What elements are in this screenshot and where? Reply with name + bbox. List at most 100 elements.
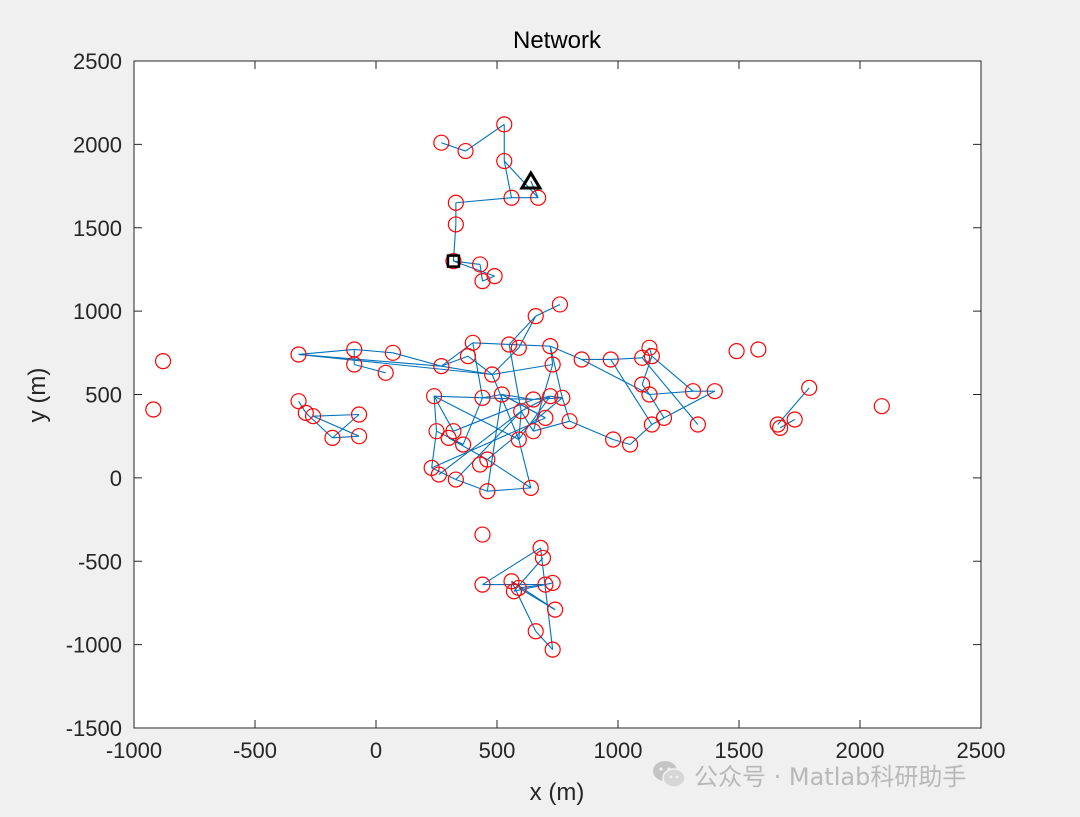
network-node [324, 429, 341, 446]
network-node [423, 459, 440, 476]
network-edge [392, 352, 442, 367]
network-node [474, 273, 491, 290]
network-edge [433, 396, 438, 432]
network-edge [305, 412, 333, 439]
network-node [457, 142, 474, 160]
y-tick-label: 0 [110, 466, 122, 491]
network-node [641, 339, 658, 356]
network-edge [533, 420, 570, 432]
network-node [544, 641, 561, 658]
network-node [154, 353, 172, 370]
network-node [474, 576, 491, 593]
network-node [537, 409, 554, 426]
x-tick-label: 0 [370, 738, 382, 763]
network-edge [486, 397, 563, 460]
network-node [377, 364, 394, 381]
network-edge [535, 630, 554, 651]
y-tick-label: -1500 [66, 716, 122, 741]
network-node [440, 429, 457, 446]
network-node [542, 338, 559, 355]
network-node [641, 386, 658, 403]
network-node [501, 336, 518, 353]
network-edge [651, 417, 665, 425]
network-node [459, 348, 477, 365]
network-edge [491, 347, 520, 375]
network-edge [433, 395, 454, 432]
network-edge [441, 342, 474, 367]
network-edge [518, 395, 551, 440]
network-node [510, 339, 527, 356]
network-node [643, 416, 660, 433]
network-node [532, 539, 549, 557]
network-node [425, 388, 443, 405]
network-edge [455, 197, 512, 204]
network-edge [431, 417, 546, 469]
y-tick-label: 1000 [73, 299, 122, 324]
network-edge [520, 410, 534, 432]
network-node [525, 391, 542, 408]
network-node [445, 253, 462, 270]
triangle-marker [519, 170, 543, 190]
network-node [503, 189, 520, 206]
network-edge [441, 142, 466, 152]
network-edge [491, 374, 520, 440]
wechat-icon [653, 761, 686, 788]
network-edge [610, 359, 653, 425]
network-edge [535, 303, 561, 317]
network-edge [332, 435, 360, 439]
y-axis-ticks: 2500 2000 1500 1000 500 0 -500 -1000 -1500 [66, 49, 981, 741]
y-axis-label: y (m) [24, 368, 51, 423]
network-node [542, 388, 559, 405]
network-edge [508, 344, 522, 412]
network-edge [486, 394, 503, 492]
network-node [447, 471, 464, 488]
network-node [772, 419, 789, 436]
network-node [474, 389, 491, 406]
y-tick-label: -1000 [66, 633, 122, 658]
network-node [527, 623, 544, 640]
network-edge [455, 410, 522, 480]
edge-layer [298, 123, 810, 651]
x-tick-label: 1000 [594, 738, 643, 763]
network-node [537, 576, 554, 593]
network-edge [779, 419, 795, 429]
network-edge [441, 365, 493, 376]
network-edge [455, 479, 488, 492]
network-edge [613, 438, 631, 446]
square-marker [446, 254, 461, 268]
network-edge [648, 394, 665, 419]
network-edge [332, 414, 360, 439]
network-edge [312, 415, 360, 437]
network-edge [550, 345, 582, 360]
network-node [689, 416, 706, 433]
x-axis-label: x (m) [530, 779, 585, 806]
network-node [496, 116, 513, 133]
network-node [496, 152, 513, 170]
network-edge [298, 348, 355, 356]
network-node [750, 341, 767, 358]
network-node [544, 356, 561, 373]
network-node [706, 383, 723, 400]
marker-layer [446, 170, 543, 268]
network-edge [441, 355, 469, 367]
x-tick-label: 1500 [715, 738, 764, 763]
network-node [433, 358, 450, 375]
network-node [510, 579, 527, 597]
network-edge [581, 358, 650, 395]
y-tick-label: 500 [85, 383, 122, 408]
network-node [513, 403, 530, 420]
network-node [525, 423, 542, 440]
network-node [455, 436, 472, 453]
network-node [527, 308, 544, 325]
network-node [433, 134, 450, 151]
network-edge [629, 424, 653, 445]
network-edge [482, 547, 541, 586]
network-node [554, 389, 571, 406]
network-edge [433, 395, 520, 441]
network-node [769, 416, 786, 433]
network-edge [354, 363, 386, 374]
network-edge [508, 315, 537, 345]
network-edge [479, 264, 484, 282]
network-edge [610, 357, 643, 361]
network-edge [651, 355, 694, 392]
